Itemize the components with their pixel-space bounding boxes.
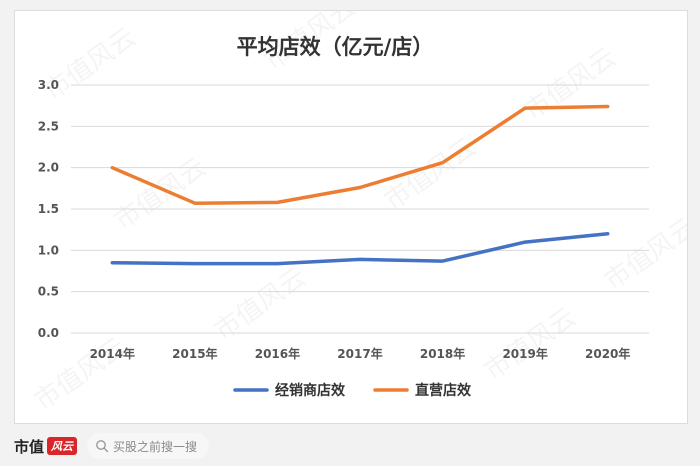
series-line-1 (110, 232, 610, 266)
gridlines (71, 84, 649, 334)
chart-card: 市值风云 市值风云 市值风云 市值风云 市值风云 市值风云 市值风云 市值风云 市值风云 平均店… (14, 10, 688, 424)
watermark-text: 市值风云 (209, 262, 311, 346)
y-tick-label: 3.0 (38, 78, 59, 92)
y-tick-label: 2.0 (38, 161, 59, 175)
y-axis-ticks: 0.0 0.5 1.0 1.5 2.0 2.5 3.0 (38, 78, 59, 340)
brand-mark: 风云 (47, 437, 78, 455)
x-tick-label: 2016年 (255, 346, 300, 361)
brand-name: 市值 (14, 437, 45, 456)
y-tick-label: 1.0 (38, 243, 59, 257)
x-tick-label: 2019年 (502, 346, 547, 361)
search-icon (96, 440, 109, 453)
x-axis-ticks: 2014年 2015年 2016年 2017年 2018年 2019年 2020年 (90, 346, 631, 361)
y-tick-label: 1.5 (38, 202, 59, 216)
watermark-text: 市值风云 (109, 152, 211, 236)
watermark-text: 市值风云 (39, 22, 141, 106)
legend-label: 经销商店效 (275, 382, 346, 399)
watermark-text: 市值风云 (599, 212, 687, 296)
x-tick-label: 2017年 (337, 346, 382, 361)
legend-label: 直营店效 (415, 382, 472, 399)
brand-logo: 市值 风云 (14, 436, 78, 457)
series-lines (110, 104, 610, 266)
watermark-text: 市值风云 (29, 332, 131, 416)
y-tick-label: 0.0 (38, 326, 59, 340)
watermark-text: 市值风云 (519, 42, 621, 126)
x-tick-label: 2015年 (172, 346, 217, 361)
search-box[interactable]: 买股之前搜一搜 (87, 433, 210, 459)
y-tick-label: 0.5 (38, 285, 59, 299)
watermark-text: 市值风云 (479, 302, 581, 386)
search-placeholder: 买股之前搜一搜 (113, 439, 198, 454)
y-tick-label: 2.5 (38, 119, 59, 133)
legend: 经销商店效 直营店效 (233, 382, 472, 399)
chart-title: 平均店效（亿元/店） (237, 35, 434, 59)
x-tick-label: 2018年 (420, 346, 465, 361)
x-tick-label: 2014年 (90, 346, 135, 361)
series-line-2 (110, 104, 610, 205)
footer-bar: 市值 风云 买股之前搜一搜 (0, 426, 700, 466)
x-tick-label: 2020年 (585, 346, 630, 361)
